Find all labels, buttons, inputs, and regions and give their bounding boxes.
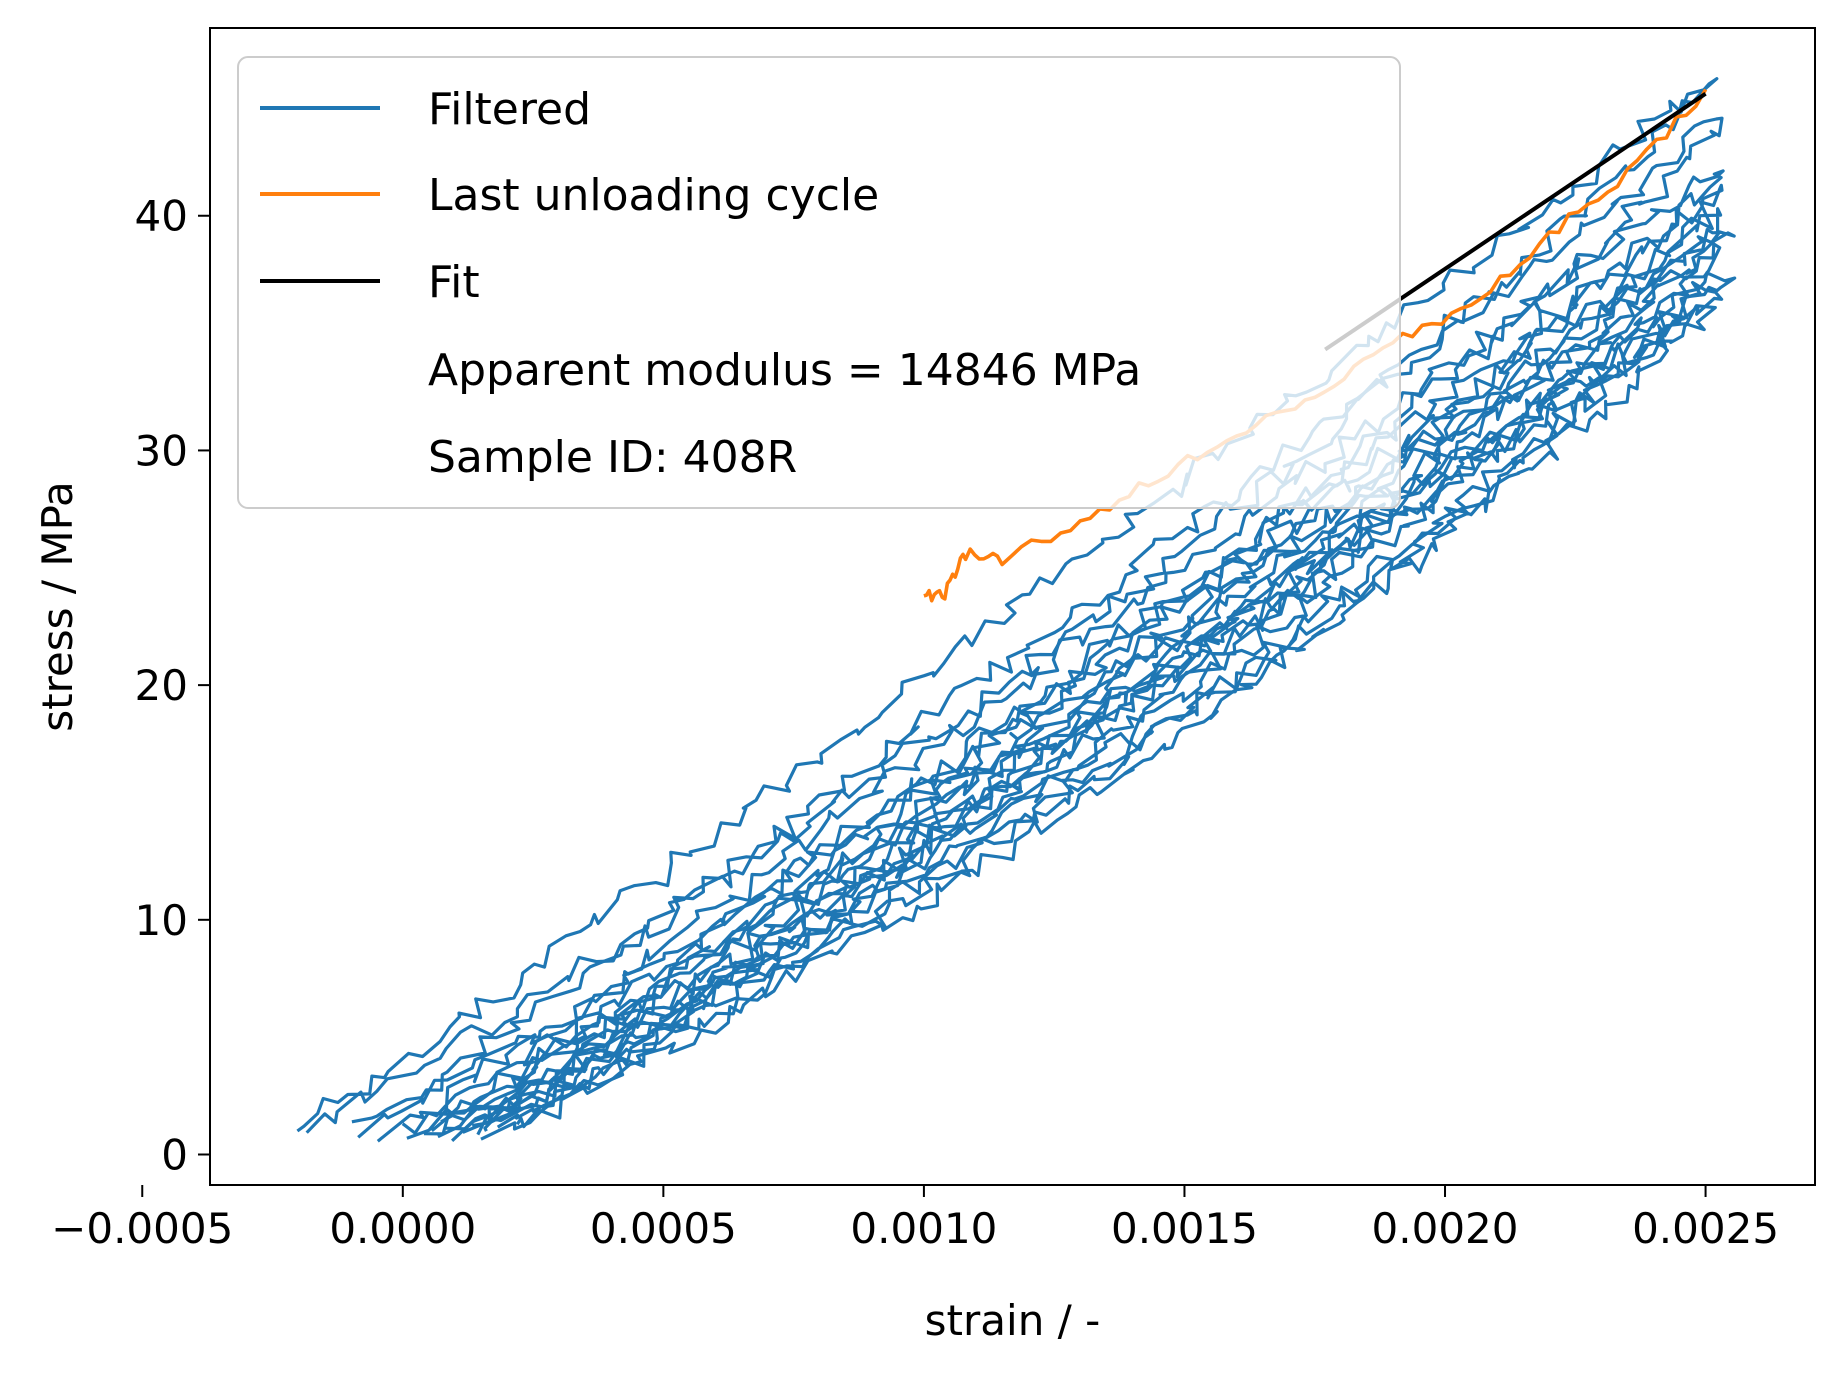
y-axis-ticks: 0 10 20 30 40 <box>135 192 210 1179</box>
axes-frame <box>209 27 1816 1186</box>
legend-box <box>237 56 1401 509</box>
x-tick-label: 0.0020 <box>1372 1204 1519 1253</box>
x-tick-label: 0.0015 <box>1111 1204 1258 1253</box>
x-tick-label: 0.0025 <box>1632 1204 1779 1253</box>
y-tick-label: 20 <box>135 661 188 710</box>
x-axis-ticks: −0.0005 0.0000 0.0005 0.0010 0.0015 0.0020 0.0… <box>51 1185 1779 1253</box>
legend-label-filtered: Filtered <box>428 84 591 135</box>
x-tick-label: 0.0005 <box>590 1204 737 1253</box>
y-axis-title: stress / MPa <box>33 481 82 732</box>
y-tick-label: 40 <box>135 192 188 241</box>
legend: Filtered Last unloading cycle Fit Appare… <box>237 56 1401 509</box>
x-tick-label: −0.0005 <box>51 1204 233 1253</box>
x-axis-title: strain / - <box>925 1296 1101 1345</box>
x-tick-label: 0.0000 <box>329 1204 476 1253</box>
filtered-cycle-line <box>406 183 1724 1140</box>
filtered-cycle-line <box>296 77 1719 1134</box>
legend-label-sample-id: Sample ID: 408R <box>428 432 797 483</box>
y-tick-label: 30 <box>135 426 188 475</box>
y-tick-label: 10 <box>135 896 188 945</box>
filtered-cycle-line <box>496 304 1717 1129</box>
legend-label-modulus: Apparent modulus = 14846 MPa <box>428 345 1141 396</box>
y-tick-label: 0 <box>161 1130 188 1179</box>
filtered-cycle-line <box>440 230 1736 1142</box>
filtered-cycle-line <box>480 280 1724 1141</box>
x-tick-label: 0.0010 <box>850 1204 997 1253</box>
legend-label-last-unloading: Last unloading cycle <box>428 170 879 221</box>
legend-label-fit: Fit <box>428 257 480 308</box>
